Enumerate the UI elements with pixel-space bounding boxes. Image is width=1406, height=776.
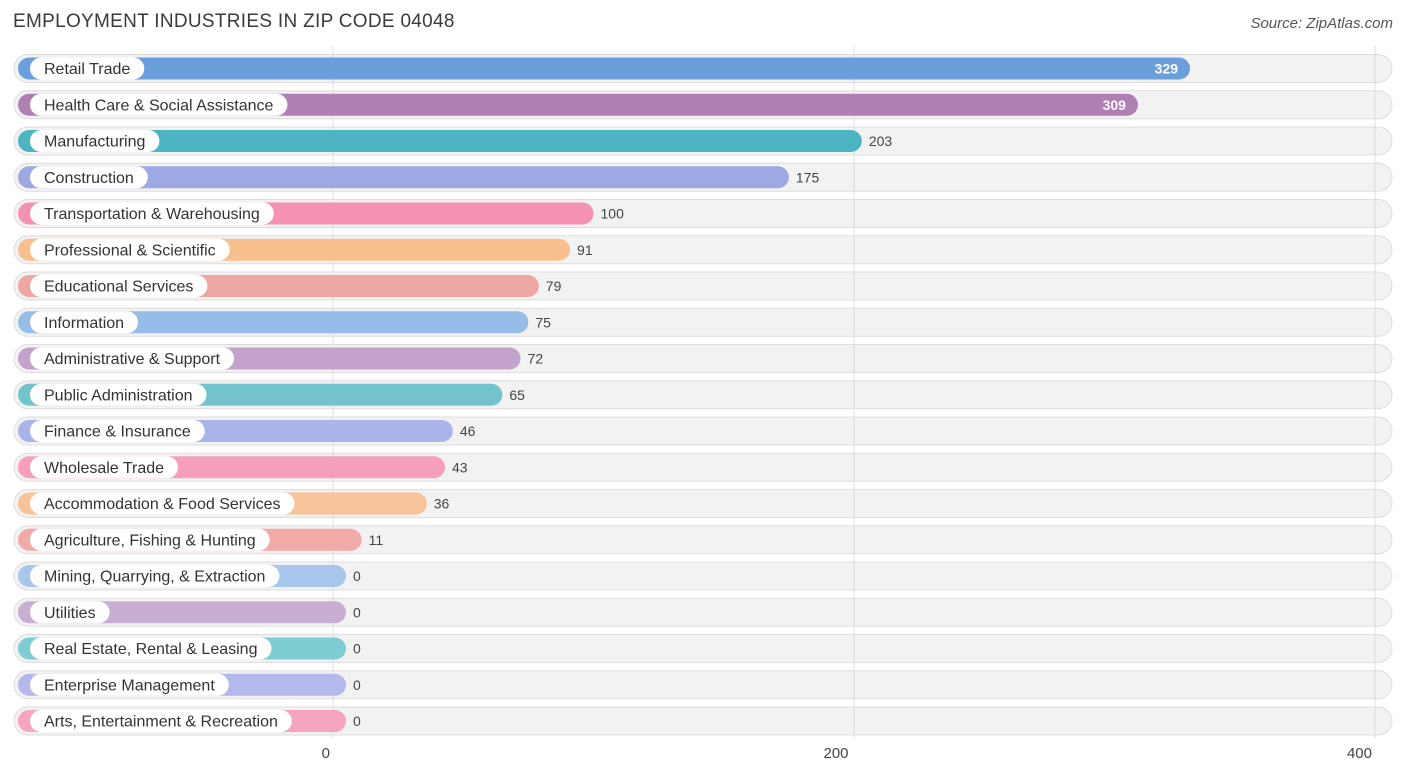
bar-row: Finance & Insurance 46 [18, 420, 476, 442]
bar-label: Mining, Quarrying, & Extraction [44, 569, 265, 586]
bar-row: Wholesale Trade 43 [18, 456, 468, 479]
bar-label: Public Administration [44, 387, 193, 404]
value-label: 100 [601, 206, 625, 222]
value-label: 75 [535, 314, 551, 330]
bar [18, 166, 789, 189]
bar-label: Agriculture, Fishing & Hunting [44, 532, 256, 549]
row-background [13, 634, 1393, 663]
bar-label-pill [30, 311, 139, 334]
bar-row: Enterprise Management 0 [18, 673, 361, 696]
value-label: 36 [434, 496, 450, 512]
bar-label-pill [30, 166, 148, 189]
bar-label-pill [30, 57, 145, 80]
value-label: 203 [869, 133, 893, 149]
bar-row: Professional & Scientific 91 [18, 238, 593, 261]
bar [18, 93, 1138, 116]
value-label: 91 [577, 242, 593, 258]
value-label: 175 [796, 169, 820, 185]
bar-label: Enterprise Management [44, 677, 215, 694]
bar-row: Construction 175 [18, 166, 820, 189]
bar-row: Real Estate, Rental & Leasing 0 [18, 637, 361, 660]
bar [18, 57, 1191, 80]
bar [18, 130, 862, 152]
chart-title: EMPLOYMENT INDUSTRIES IN ZIP CODE 04048 [13, 11, 455, 32]
bar-label-pill [30, 420, 205, 442]
bar-label-pill [30, 347, 235, 370]
row-background [13, 561, 1393, 591]
bar [18, 311, 529, 334]
bar-label: Educational Services [44, 279, 193, 296]
bar-label-pill [30, 673, 229, 696]
bar-row: Retail Trade 329 [18, 57, 1191, 80]
bar-label-pill [30, 601, 110, 624]
bar-label: Wholesale Trade [44, 460, 164, 477]
value-label: 329 [1155, 61, 1179, 77]
row-background [13, 706, 1393, 736]
value-label: 43 [452, 459, 468, 475]
value-label: 309 [1103, 97, 1127, 113]
value-label: 65 [509, 387, 525, 403]
value-label: 46 [460, 423, 476, 439]
bar-label: Arts, Entertainment & Recreation [44, 714, 278, 731]
tick-label: 0 [322, 745, 330, 762]
bar-label: Professional & Scientific [44, 242, 216, 259]
bar-label: Real Estate, Rental & Leasing [44, 641, 257, 658]
value-label: 72 [528, 351, 544, 367]
bar-row: Information 75 [18, 311, 551, 334]
value-label: 0 [353, 568, 361, 584]
row-background [13, 670, 1393, 700]
bar-label-pill [30, 492, 295, 515]
bar-label-pill [30, 637, 272, 660]
bar-row: Transportation & Warehousing 100 [18, 202, 625, 225]
bar-label-pill [30, 528, 270, 551]
bar-label: Utilities [44, 605, 96, 622]
bar-label-pill [30, 710, 292, 732]
tick-label: 400 [1347, 745, 1372, 762]
bar-label: Retail Trade [44, 61, 130, 78]
bar-label: Manufacturing [44, 134, 145, 151]
row-background [13, 597, 1393, 627]
tick-label: 200 [823, 745, 848, 762]
bar-label-pill [30, 130, 160, 152]
bar-row: Educational Services 79 [18, 275, 562, 297]
bar-label-pill [30, 202, 274, 225]
value-label: 79 [546, 278, 562, 294]
bar-row: Health Care & Social Assistance 309 [18, 93, 1138, 116]
value-label: 0 [353, 677, 361, 693]
value-label: 0 [353, 713, 361, 729]
bar-row: Manufacturing 203 [18, 130, 892, 152]
bar-label: Health Care & Social Assistance [44, 97, 274, 114]
bar-label: Transportation & Warehousing [44, 206, 260, 223]
bar-label-pill [30, 565, 280, 587]
chart-source: Source: ZipAtlas.com [1250, 15, 1393, 32]
value-label: 0 [353, 641, 361, 657]
bar-label-pill [30, 93, 288, 116]
bar-row: Arts, Entertainment & Recreation 0 [18, 710, 361, 732]
bar-label: Information [44, 315, 124, 332]
bar-row: Mining, Quarrying, & Extraction 0 [18, 565, 361, 587]
bar-row: Accommodation & Food Services 36 [18, 492, 450, 515]
bar-label: Administrative & Support [44, 351, 221, 368]
value-label: 0 [353, 604, 361, 620]
bar-row: Utilities 0 [18, 601, 361, 624]
bar-label-pill [30, 238, 230, 261]
bar-label: Construction [44, 170, 134, 187]
value-label: 11 [369, 532, 384, 548]
bar-row: Public Administration 65 [18, 383, 525, 406]
bar-row: Administrative & Support 72 [18, 347, 544, 370]
bars-layer: Retail Trade 329 Health Care & Social Assi… [18, 57, 1191, 732]
bar-label-pill [30, 383, 207, 406]
bar-label-pill [30, 456, 179, 479]
bar-label-pill [30, 275, 208, 297]
bar-label: Finance & Insurance [44, 424, 191, 441]
ticks-layer: 0 200 400 [322, 745, 1372, 762]
bar-label: Accommodation & Food Services [44, 496, 281, 513]
bar-row: Agriculture, Fishing & Hunting 11 [18, 528, 384, 551]
